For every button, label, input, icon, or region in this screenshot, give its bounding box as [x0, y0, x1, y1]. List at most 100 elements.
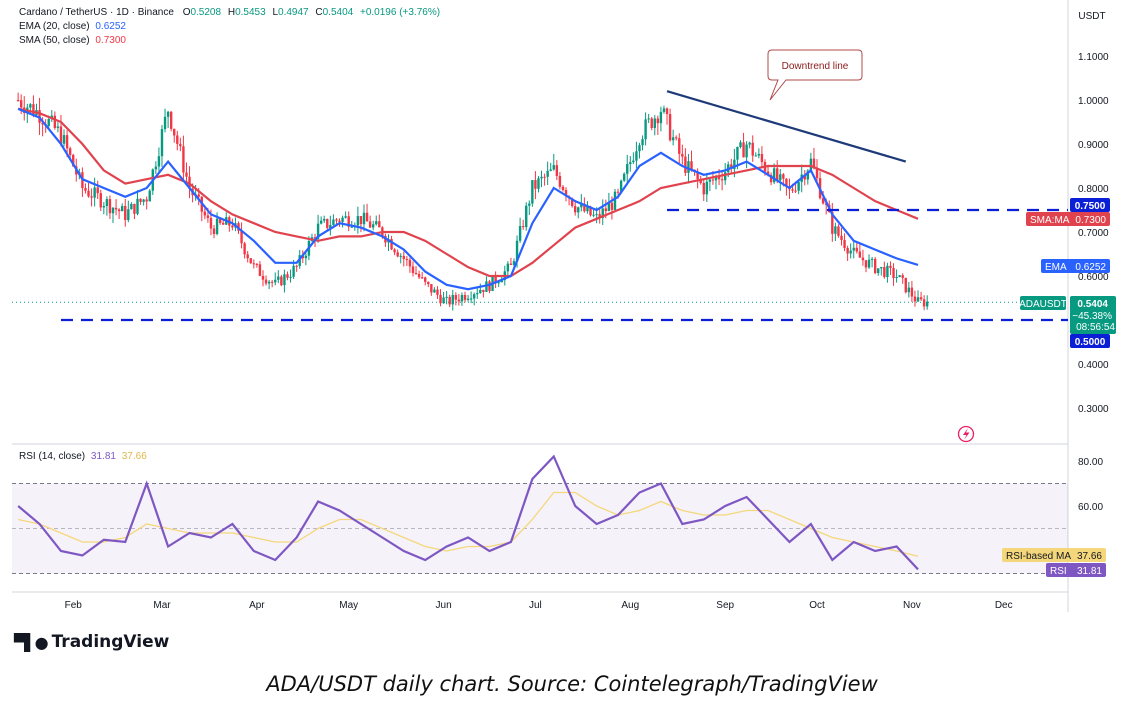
candle-body [326, 218, 329, 228]
candle-body [616, 191, 620, 193]
last-price-bg [1070, 296, 1116, 334]
candle-body [546, 170, 549, 177]
candle-body [626, 164, 629, 174]
candle-body [638, 145, 641, 152]
last-price-value: 0.5404 [1077, 299, 1108, 310]
candle-body [142, 199, 145, 202]
candle-body [760, 154, 764, 163]
candle-body [344, 216, 347, 218]
candle-body [255, 263, 259, 265]
candle-body [405, 258, 409, 260]
candle-body [690, 161, 693, 170]
sma-tag[interactable]: SMA:MA 0.7300 [1026, 212, 1110, 226]
ema-legend-label: EMA (20, close) [19, 21, 90, 32]
candle-body [769, 174, 773, 183]
candle-body [500, 280, 503, 283]
candle-body [154, 166, 158, 170]
candle-body [644, 119, 647, 140]
candle-body [757, 154, 761, 156]
candle-body [329, 225, 332, 228]
candle-body [708, 179, 712, 182]
pair-tag-bg [1020, 296, 1066, 310]
ema-tag[interactable]: EMA 0.6252 [1041, 259, 1110, 273]
rsi-legend[interactable]: RSI (14, close) 31.81 37.66 [19, 450, 147, 464]
downtrend-callout[interactable]: Downtrend line [767, 49, 863, 101]
tradingview-logo[interactable]: ▀▌● TradingView [14, 632, 169, 652]
candle-body [849, 250, 852, 254]
candle-body [32, 104, 35, 116]
support-tag[interactable]: 0.5000 [1070, 334, 1110, 348]
candle-body [323, 218, 326, 221]
candle-body [414, 273, 418, 275]
rsi-ma-tag[interactable]: RSI-based MA 37.66 [1002, 548, 1106, 562]
low-label: L [272, 7, 279, 18]
rsi-ma-tag-label: RSI-based MA [1006, 551, 1071, 562]
candle-body [656, 118, 660, 124]
candle-body [270, 281, 274, 283]
candle-body [84, 188, 87, 191]
candle-body [111, 207, 115, 214]
candle-body [834, 226, 837, 234]
candle-body [417, 274, 421, 278]
rsi-tag[interactable]: RSI 31.81 [1046, 563, 1106, 577]
candle-body [742, 142, 745, 158]
candle-body [619, 180, 623, 192]
candle-body [313, 237, 317, 239]
candle-body [362, 212, 366, 225]
candle-body [209, 217, 213, 229]
candle-body [371, 224, 375, 228]
candle-body [803, 174, 806, 180]
price-tick-label: 0.7000 [1078, 228, 1109, 239]
time-tick-label: Sep [716, 600, 734, 611]
candle-body [564, 190, 568, 197]
candle-body [145, 199, 148, 202]
sma-legend[interactable]: SMA (50, close) 0.7300 [19, 34, 126, 48]
countdown: 08:56:54 [1076, 322, 1115, 333]
candle-body [19, 100, 23, 108]
candle-body [90, 196, 93, 198]
resistance-tag[interactable]: 0.7500 [1070, 198, 1110, 212]
candle-body [506, 263, 510, 272]
symbol-legend[interactable]: Cardano / TetherUS · 1D · Binance O0.520… [19, 6, 440, 20]
candle-body [442, 297, 445, 304]
candle-body [705, 181, 709, 195]
candle-body [720, 179, 724, 181]
candle-body [231, 225, 234, 228]
candle-body [335, 219, 338, 221]
candle-body [295, 265, 298, 267]
candle-body [243, 243, 246, 255]
currency-label[interactable]: USDT [1078, 11, 1105, 22]
candle-body [87, 190, 90, 197]
candle-body [766, 171, 770, 175]
candle-body [218, 218, 222, 223]
candle-body [222, 222, 225, 225]
candle-body [286, 274, 289, 278]
downtrend-line[interactable] [666, 90, 907, 163]
ema-legend[interactable]: EMA (20, close) 0.6252 [19, 20, 126, 34]
candle-body [791, 189, 794, 191]
candle-body [448, 296, 451, 305]
rsi-tag-value: 31.81 [1077, 566, 1102, 577]
candle-body [185, 172, 188, 177]
candle-body [702, 182, 705, 195]
candle-body [883, 267, 886, 278]
candle-body [610, 202, 614, 210]
rsi-line [17, 454, 919, 571]
rsi-ma-tag-bg [1002, 548, 1106, 562]
candle-body [102, 206, 106, 208]
candle-body [858, 251, 862, 258]
lightning-icon[interactable] [957, 425, 975, 443]
figure-caption: ADA/USDT daily chart. Source: Cointelegr… [266, 672, 878, 696]
candle-body [754, 155, 757, 157]
candle-body [472, 294, 476, 299]
candle-body [797, 181, 800, 191]
candle-body [203, 211, 207, 216]
candle-body [772, 168, 776, 183]
candle-body [733, 159, 736, 170]
last-price-pct: −45.38% [1072, 311, 1112, 322]
last-price-tag[interactable]: ADAUSDT 0.5404 −45.38% 08:56:54 [1019, 296, 1116, 334]
candle-body [267, 281, 271, 284]
price-tick-label: 1.1000 [1078, 52, 1109, 63]
rsi-tick-label: 80.00 [1078, 457, 1103, 468]
